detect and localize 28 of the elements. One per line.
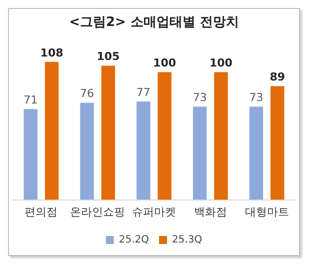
x-tick-label: 슈퍼마켓 — [132, 205, 176, 218]
data-label: 100 — [153, 56, 176, 70]
legend-label: 25.2Q — [118, 234, 150, 246]
data-label: 71 — [24, 94, 38, 107]
bar — [136, 101, 150, 200]
bar — [192, 106, 207, 200]
chart-title: <그림2> 소매업태별 전망치 — [69, 15, 239, 30]
legend-label: 25.3Q — [172, 234, 202, 246]
data-label: 89 — [270, 70, 286, 84]
data-label: 105 — [96, 50, 120, 64]
data-label: 108 — [40, 46, 64, 60]
bar — [249, 106, 264, 200]
bar — [24, 109, 38, 200]
x-tick-label: 대형마트 — [244, 205, 289, 218]
data-label: 76 — [80, 87, 94, 100]
data-label: 77 — [136, 86, 150, 99]
x-tick-label: 백화점 — [194, 205, 227, 218]
bar — [44, 62, 59, 200]
bar — [270, 86, 284, 200]
x-tick-label: 편의점 — [24, 205, 58, 218]
bar — [101, 66, 116, 200]
data-label: 100 — [209, 56, 233, 70]
bar — [158, 72, 172, 200]
bar — [214, 72, 228, 200]
x-tick-label: 온라인쇼핑 — [70, 205, 126, 218]
bar — [80, 102, 94, 200]
data-label: 73 — [249, 90, 264, 104]
data-label: 73 — [192, 90, 207, 104]
